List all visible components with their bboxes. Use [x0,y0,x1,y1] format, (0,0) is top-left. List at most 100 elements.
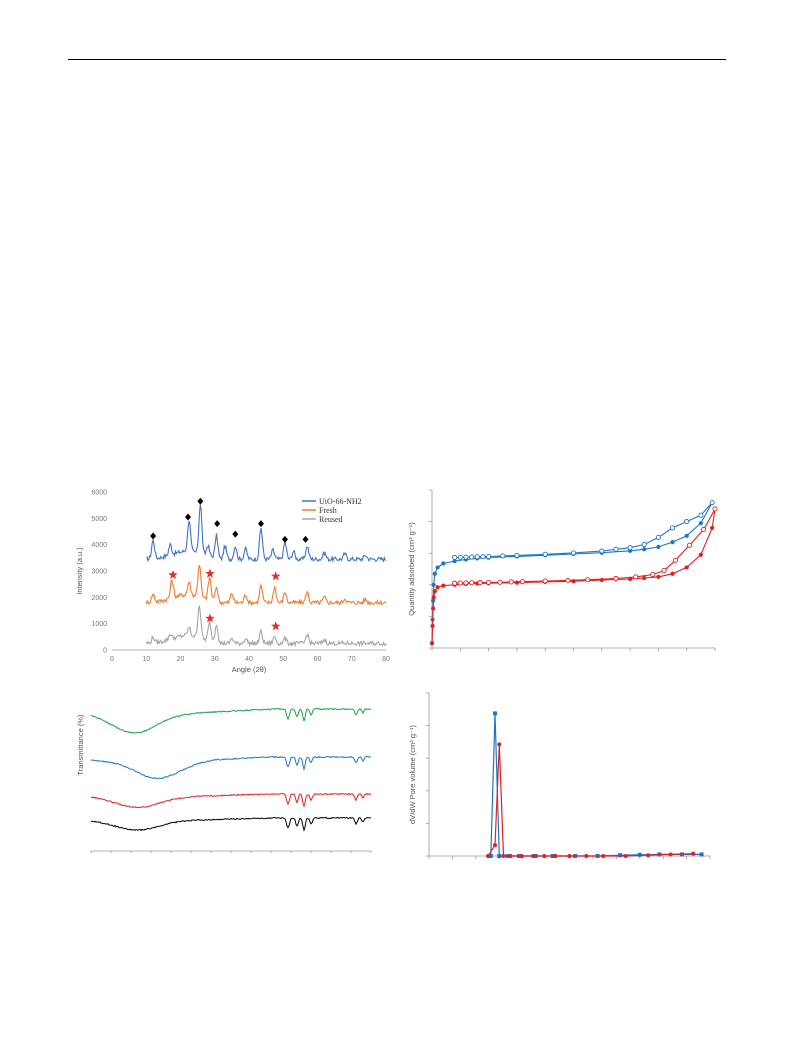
xrd-x-tick-label: 40 [245,656,253,663]
desorption-point [661,568,667,574]
pore-point [486,854,491,858]
pore-point [567,854,572,858]
pore-point [623,854,628,858]
adsorption-point [441,561,446,566]
ftir-y-axis-label: Transmittance (%) [76,714,85,775]
desorption-point [701,526,707,533]
adsorption-point [429,641,435,646]
adsorption-point [698,552,703,557]
desorption-point [486,553,492,560]
pore-point [493,843,498,848]
adsorption-point [684,565,689,570]
adsorption-point [431,606,436,611]
xrd-x-tick-label: 80 [382,656,390,663]
pore-point [501,854,506,858]
ftir-spectrum-line [90,707,372,734]
pore-chart: dV/dW Pore volume (cm³ g⁻¹) [408,692,711,859]
desorption-point [542,551,548,557]
pore-point [508,854,513,858]
xrd-y-tick-label: 4000 [91,542,107,549]
pore-point [691,851,696,856]
pore-point [530,854,535,858]
diamond-marker-icon [197,497,204,505]
pore-point [497,742,502,747]
desorption-point [542,578,548,584]
desorption-point [452,580,458,586]
diamond-marker-icon [302,535,309,543]
desorption-point [486,579,492,585]
desorption-point [570,550,577,556]
desorption-point [613,575,619,582]
adsorption-point [710,525,715,531]
diamond-marker-icon [150,532,157,540]
desorption-point [469,580,475,586]
adsorption-point [684,533,689,538]
pore-point [519,854,524,858]
isotherm-chart: Quantity adsorbed (cm³ g⁻¹) [407,489,718,651]
xrd-x-tick-label: 50 [279,656,287,663]
desorption-point [474,554,480,560]
xrd-y-axis-label: Intensity (a.u.) [75,547,84,595]
xrd-x-tick-label: 20 [177,656,185,663]
header-rule [68,59,726,60]
desorption-point [686,542,693,548]
desorption-point [712,506,718,512]
xrd-x-tick-label: 0 [110,656,114,663]
xrd-x-tick-label: 60 [314,656,322,663]
adsorption-point [698,521,703,526]
diamond-marker-icon [257,520,264,528]
adsorption-point [452,559,457,564]
pore-series-line [487,744,694,857]
pore-point [601,854,606,858]
pore-point [497,854,502,858]
adsorption-point [642,575,647,581]
desorption-point [650,571,656,578]
diamond-marker-icon [232,530,239,538]
adsorption-point [435,565,440,570]
adsorption-point [656,544,661,549]
desorption-point [633,574,639,580]
adsorption-point [571,579,576,584]
xrd-y-tick-label: 1000 [91,621,107,628]
xrd-y-tick-label: 3000 [91,569,107,576]
desorption-point [480,554,486,560]
adsorption-line [431,502,713,644]
star-marker-icon [205,568,215,578]
xrd-x-tick-label: 70 [348,656,356,663]
xrd-x-tick-label: 10 [142,656,150,663]
xrd-y-tick-label: 2000 [91,595,107,602]
pore-point [699,852,704,857]
desorption-point [684,519,690,525]
pore-point [584,854,589,858]
desorption-point [497,579,503,585]
desorption-point [508,579,514,585]
star-marker-icon [271,621,281,631]
xrd-y-tick-label: 5000 [91,516,107,523]
pore-point [542,854,547,858]
desorption-point [669,525,676,531]
desorption-point [655,534,661,540]
desorption-point [709,500,715,506]
adsorption-point [656,574,661,579]
adsorption-point [670,571,675,576]
adsorption-point [435,585,440,590]
pore-point [488,854,493,858]
xrd-series-line [145,564,387,607]
desorption-point [613,546,619,552]
desorption-point [641,541,647,548]
isotherm-y-axis-label: Quantity adsorbed (cm³ g⁻¹) [407,522,416,616]
adsorption-point [432,589,437,594]
desorption-point [585,577,591,583]
desorption-point [457,580,463,586]
xrd-x-axis-label: Angle (2θ) [232,665,267,674]
adsorption-point [642,547,647,552]
adsorption-point [514,580,519,585]
ftir-spectrum-line [91,816,372,833]
diamond-marker-icon [214,520,221,528]
adsorption-point [430,623,435,628]
xrd-y-tick-label: 0 [103,648,107,655]
ftir-spectrum-line [90,755,372,780]
adsorption-point [670,540,675,545]
pore-y-axis-label: dV/dW Pore volume (cm³ g⁻¹) [408,725,417,824]
